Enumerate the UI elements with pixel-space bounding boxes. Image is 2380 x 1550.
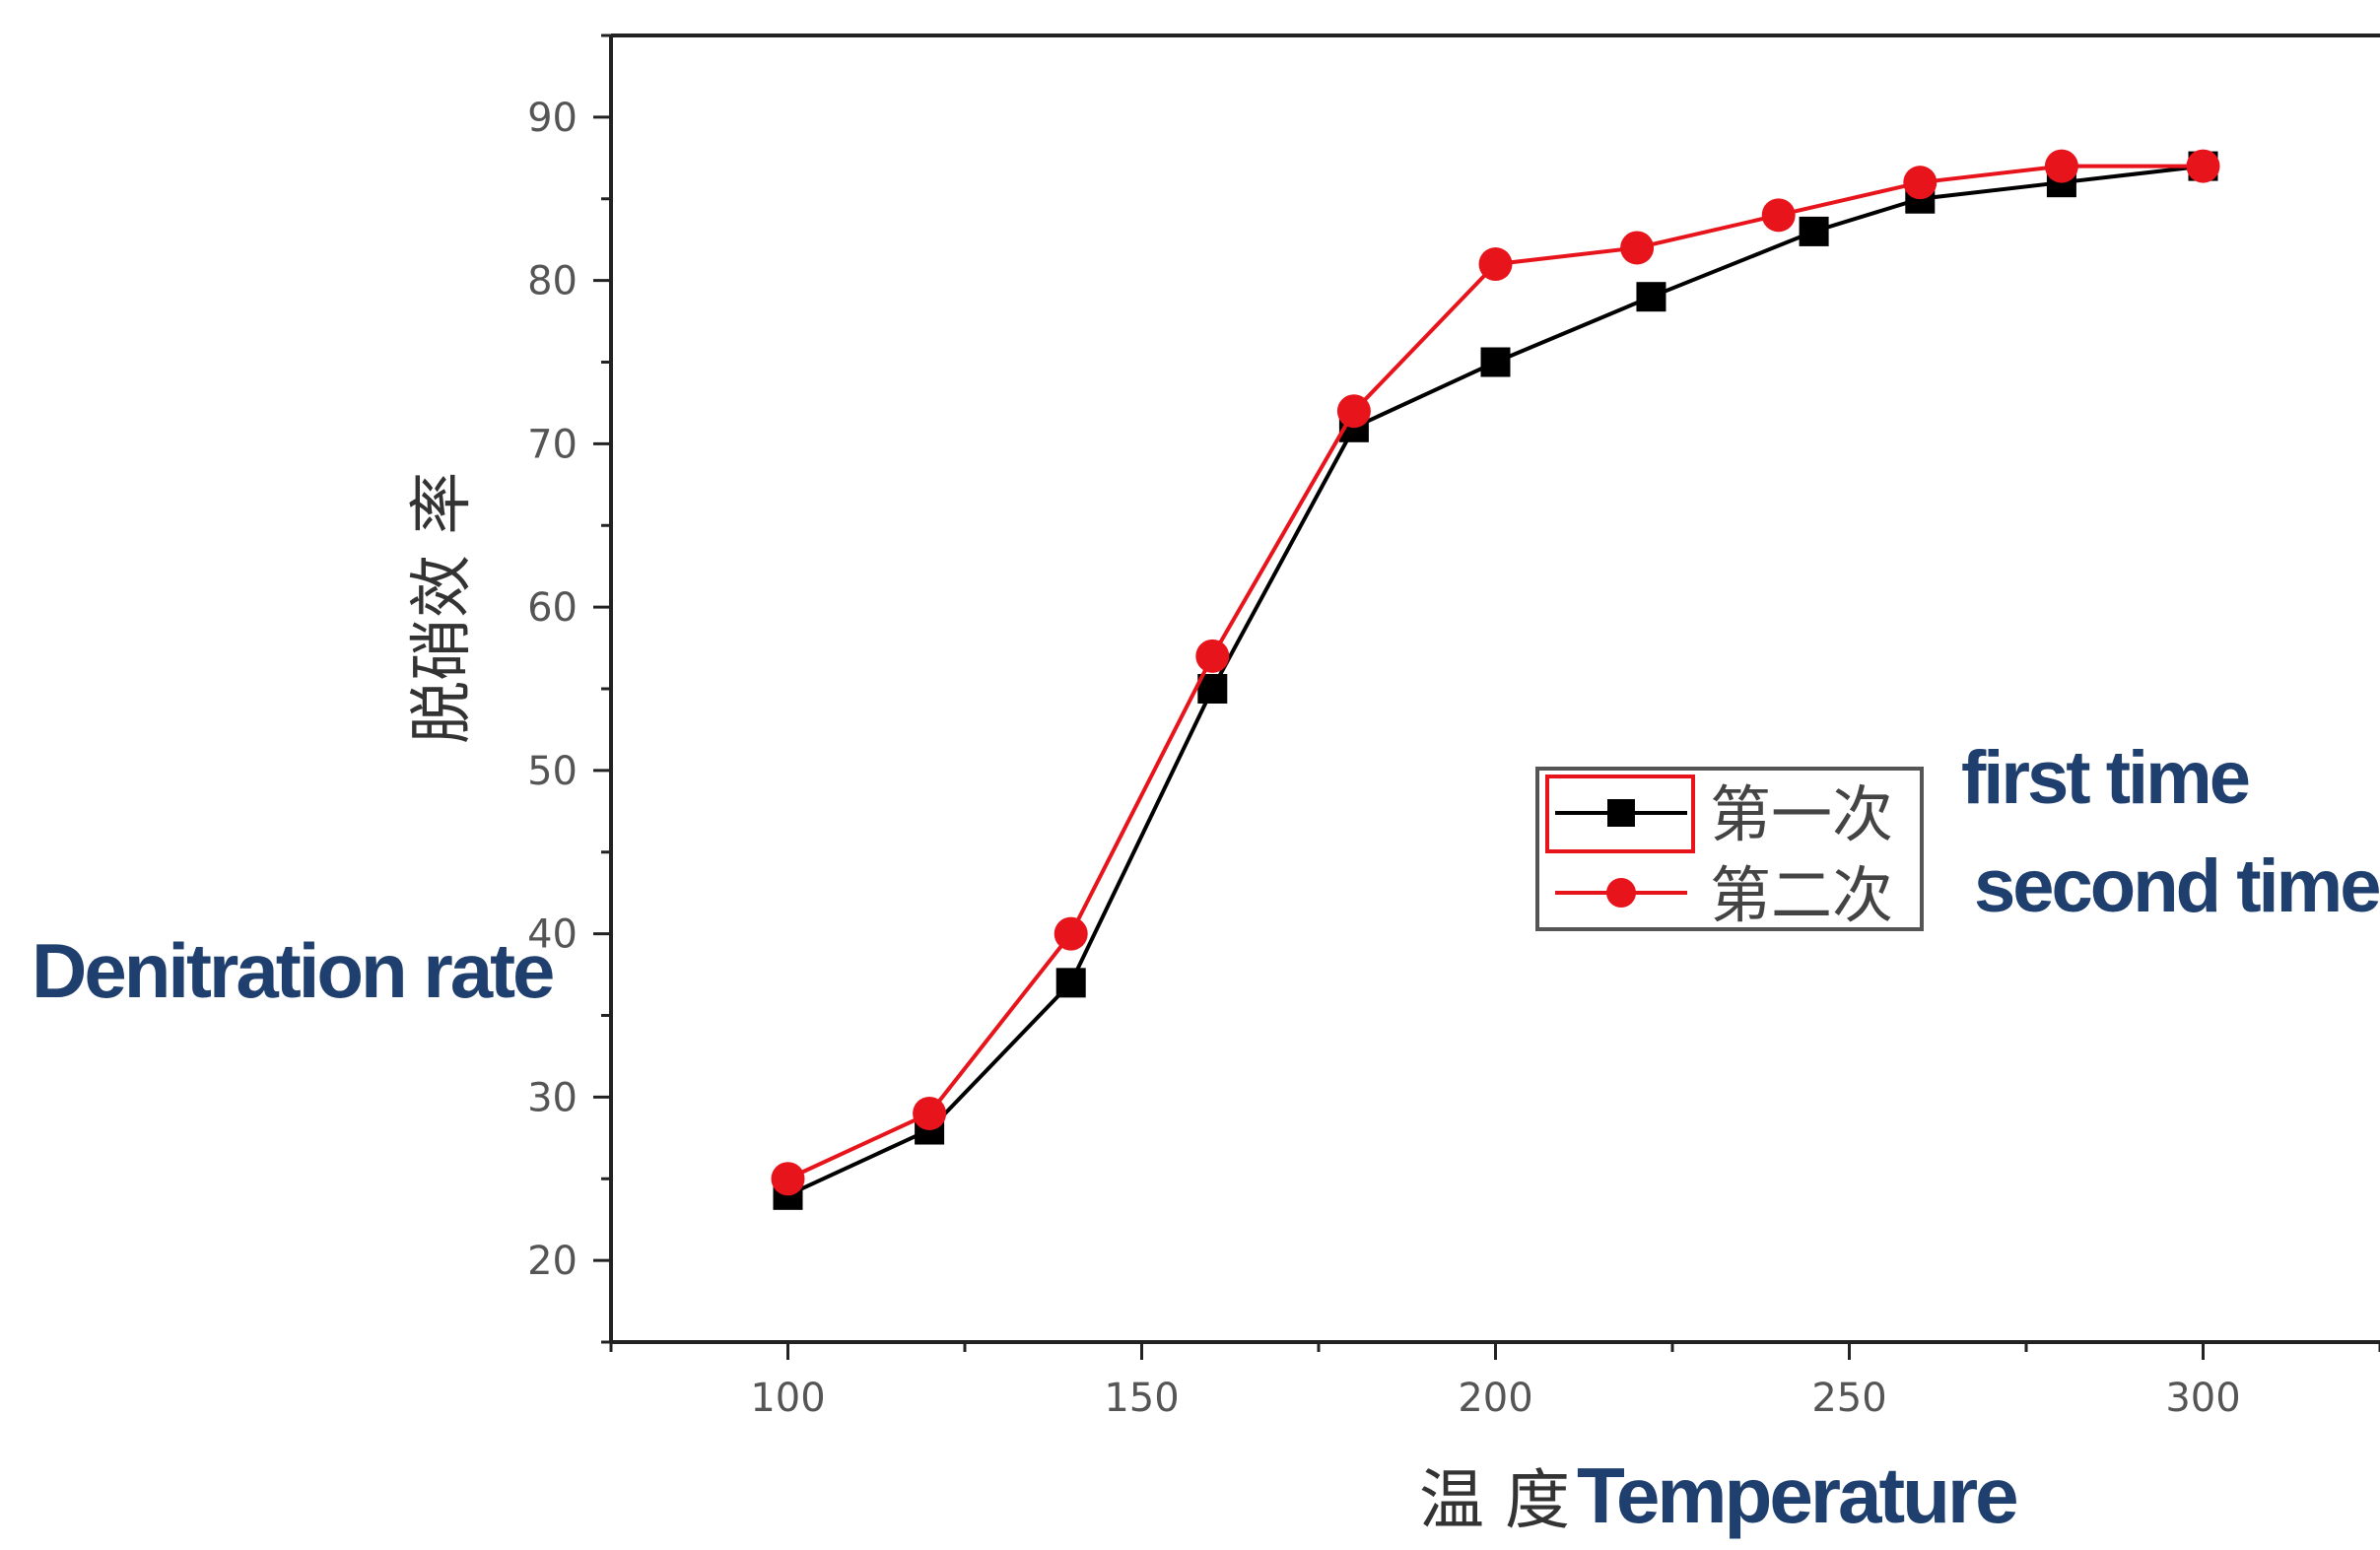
y-axis-label-en: Denitration rate	[32, 927, 553, 1014]
data-point	[1195, 639, 1230, 673]
data-point	[1636, 282, 1666, 312]
legend-label-first-en: first time	[1961, 736, 2249, 820]
y-tick-label: 30	[527, 1075, 578, 1120]
series-line	[786, 164, 2204, 1181]
series-2	[771, 149, 2220, 1196]
data-point	[1055, 968, 1086, 998]
legend-highlight	[1545, 775, 1695, 853]
axes	[609, 34, 2380, 1344]
data-point	[2186, 149, 2220, 183]
y-axis-label: 脱硝效 率	[406, 472, 479, 744]
y-tick-label: 70	[527, 422, 578, 467]
data-point	[1620, 231, 1655, 265]
series-layer	[771, 149, 2220, 1210]
legend-label-second-en: second time	[1974, 844, 2379, 928]
axis-ticks: 20 30 40 50 60 70 80 90 100 150 200 250 300	[527, 34, 2380, 1421]
data-point	[1478, 247, 1513, 282]
series-1	[773, 151, 2218, 1210]
data-point	[1480, 347, 1511, 377]
data-point	[1336, 394, 1371, 429]
y-tick-label: 80	[527, 259, 578, 304]
legend-box	[1535, 767, 1924, 931]
x-tick-label: 250	[1811, 1376, 1886, 1421]
series-line	[786, 164, 2204, 1197]
data-point	[1799, 216, 1829, 246]
x-tick-label: 150	[1104, 1376, 1179, 1421]
x-axis-label: 温 度	[1419, 1462, 1570, 1538]
y-tick-label: 90	[527, 96, 578, 141]
legend: 第一次 第二次 first time second time	[1535, 736, 2380, 931]
data-point	[771, 1162, 805, 1196]
y-tick-label: 60	[527, 585, 578, 631]
x-tick-label: 300	[2165, 1376, 2240, 1421]
data-point	[1054, 916, 1088, 951]
data-point	[913, 1096, 947, 1130]
legend-marker-second	[1606, 878, 1636, 908]
legend-label-first: 第一次	[1710, 778, 1893, 850]
data-point	[1761, 198, 1796, 233]
data-point	[1903, 166, 1938, 200]
x-axis-label-en: Temperature	[1577, 1451, 2016, 1539]
legend-label-second: 第二次	[1710, 859, 1893, 931]
data-point	[2044, 149, 2078, 183]
x-tick-label: 100	[750, 1376, 825, 1421]
y-tick-label: 20	[527, 1239, 578, 1284]
legend-marker-first	[1607, 799, 1635, 827]
y-tick-label: 40	[527, 912, 578, 958]
x-tick-label: 200	[1458, 1376, 1532, 1421]
y-tick-label: 50	[527, 749, 578, 794]
